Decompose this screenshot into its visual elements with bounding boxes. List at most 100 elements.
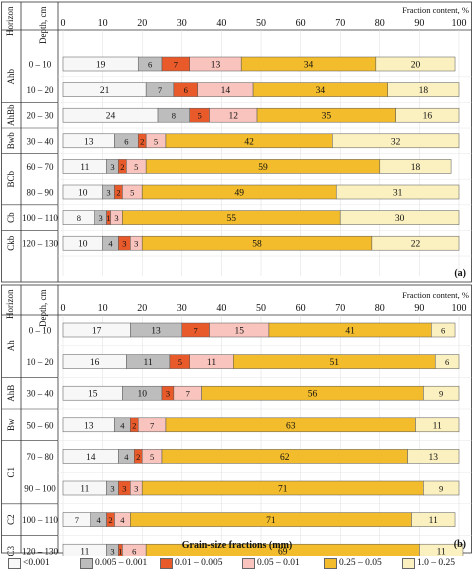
panel-b-bar-value-label: 11 (433, 421, 442, 431)
panel-a-depth-label: 80 – 90 (27, 188, 55, 198)
legend-label-coarse-silt: 0.05 – 0.01 (257, 558, 300, 568)
panel-b-bar-value-label: 7 (194, 326, 198, 336)
panel-b-bar-value-label: 13 (429, 453, 439, 463)
panel-b-bar-value-label: 11 (437, 548, 446, 556)
panel-a-panel-label: (a) (454, 268, 466, 279)
panel-a-bar-value-label: 3 (134, 239, 138, 249)
legend-swatch-medium-sand (402, 557, 415, 569)
panel-b-horizon-label: C1 (6, 467, 16, 478)
panel-a-bar-value-label: 18 (411, 163, 421, 173)
panel-b-bar-value-label: 62 (280, 453, 290, 463)
panel-b-bar-value-label: 13 (84, 421, 94, 431)
panel-a-bar-value-label: 13 (84, 137, 94, 147)
legend-item-fine-silt: 0.005 – 0.001 (80, 556, 147, 570)
panel-a-x-tick-label: 20 (137, 18, 147, 29)
panel-a-x-tick-label: 0 (61, 18, 66, 29)
legend: <0.001 0.005 – 0.001 0.01 – 0.005 0.05 –… (8, 556, 470, 570)
panel-b-bar-value-label: 69 (278, 548, 288, 556)
panel-b-bar-value-label: 3 (110, 547, 114, 556)
panel-b-depth-header: Depth, cm (38, 290, 48, 328)
panel-a-horizon-label: Cb (6, 212, 16, 223)
legend-item-clay: <0.001 (8, 556, 50, 570)
panel-b-bar-value-label: 4 (120, 515, 125, 525)
panel-a-x-tick-label: 80 (375, 18, 385, 29)
panel-a-bar-value-label: 31 (393, 189, 403, 199)
panel-a-x-tick-label: 90 (414, 18, 424, 29)
panel-a-bar-value-label: 24 (106, 112, 116, 122)
panel-a-depth-label: 120 – 130 (22, 239, 59, 249)
panel-a-bar-value-label: 21 (100, 86, 110, 96)
panel-b-bar-value-label: 11 (144, 358, 153, 368)
panel-a-bar-segment (395, 107, 460, 123)
panel-a-bar-segment (371, 235, 460, 251)
panel-a-bar-value-label: 5 (130, 188, 134, 198)
panel-a-depth-label: 20 – 30 (27, 111, 55, 121)
panel-a-bar-value-label: 3 (106, 188, 110, 198)
panel-a-bar-value-label: 16 (423, 112, 433, 122)
panel-a-bar-value-label: 3 (110, 162, 114, 172)
legend-item-medium-sand: 1.0 – 0.25 (402, 556, 455, 570)
panel-b-bar-segment (431, 322, 456, 338)
panel-b-bar-value-label: 71 (266, 516, 276, 526)
panel-b-bar-value-label: 11 (80, 548, 89, 556)
panel-b-x-tick-label: 50 (256, 303, 266, 314)
panel-b-bar-value-label: 15 (234, 327, 244, 337)
panel-b-x-tick-label: 0 (61, 303, 66, 314)
panel-b-bar-value-label: 13 (151, 327, 161, 337)
legend-swatch-medium-silt (160, 557, 173, 569)
panel-b-horizon-label: AhB (6, 385, 16, 402)
panel-b-bar-segment (423, 480, 460, 496)
panel-a-depth-label: 60 – 70 (27, 162, 55, 172)
panel-b-bar-value-label: 11 (80, 485, 89, 495)
panel-b-bar-value-label: 7 (186, 389, 190, 399)
panel-b-bar-value-label: 6 (132, 547, 136, 556)
panel-b-x-tick-label: 80 (375, 303, 385, 314)
panel-b-bar-value-label: 3 (110, 484, 114, 494)
panel-a-x-tick-label: 30 (177, 18, 187, 29)
panel-b-horizon-label: Ah (6, 340, 16, 351)
panel-a-bar-value-label: 2 (140, 136, 144, 146)
panel-a-bar-value-label: 7 (158, 85, 162, 95)
panel-a-x-tick-label: 70 (335, 18, 345, 29)
panel-b-depth-label: 10 – 20 (27, 357, 55, 367)
panel-a-bar-segment (375, 56, 456, 72)
legend-item-medium-silt: 0.01 – 0.005 (160, 556, 223, 570)
panel-a-bar-value-label: 12 (229, 112, 239, 122)
legend-swatch-clay (8, 557, 21, 569)
panel-b-depth-label: 90 – 100 (24, 484, 56, 494)
legend-swatch-coarse-silt (242, 557, 255, 569)
panel-a-bar-value-label: 55 (227, 214, 237, 224)
panel-b-bar-value-label: 9 (439, 484, 443, 494)
panel-b-bar-value-label: 14 (86, 453, 96, 463)
panel-a-bar-value-label: 14 (221, 86, 231, 96)
panel-b-depth-label: 120 – 130 (22, 547, 59, 556)
panel-a-bar-value-label: 49 (234, 189, 244, 199)
panel-a-bar-value-label: 1 (106, 213, 110, 223)
panel-a-bar-value-label: 6 (124, 136, 128, 146)
panel-b-panel-label: (b) (454, 539, 466, 550)
panel-b-bar-value-label: 3 (122, 484, 126, 494)
panel-a-bar-value-label: 11 (80, 163, 89, 173)
panel-a-bar-value-label: 42 (244, 137, 254, 147)
panel-b-bar-value-label: 17 (92, 327, 102, 337)
panel-b-bar-value-label: 56 (308, 390, 318, 400)
panel-b-bar-value-label: 41 (345, 327, 355, 337)
panel-a-bar-value-label: 7 (174, 60, 178, 70)
panel-b-x-tick-label: 60 (296, 303, 306, 314)
panel-a-bar-value-label: 6 (148, 60, 152, 70)
panel-a-depth-label: 0 – 10 (29, 60, 52, 70)
panel-b-bar-value-label: 11 (429, 516, 438, 526)
panel-b-bar-value-label: 3 (166, 389, 170, 399)
panel-b-x-tick-label: 10 (98, 303, 108, 314)
panel-b-depth-label: 30 – 40 (27, 389, 55, 399)
panel-b-bar-segment (415, 417, 460, 433)
panel-a-horizon-label: BCb (6, 170, 16, 187)
panel-a-bar-value-label: 4 (108, 239, 113, 249)
panel-a-bar-value-label: 59 (258, 163, 268, 173)
panel-a-horizon-label: Ahb (6, 69, 16, 85)
panel-b-bar-value-label: 6 (445, 357, 449, 367)
panel-b-bar-value-label: 63 (286, 421, 296, 431)
panel-b-bar-segment (407, 449, 460, 464)
panel-a-depth-header: Depth, cm (38, 7, 48, 45)
panel-b-bar-value-label: 5 (150, 452, 154, 462)
